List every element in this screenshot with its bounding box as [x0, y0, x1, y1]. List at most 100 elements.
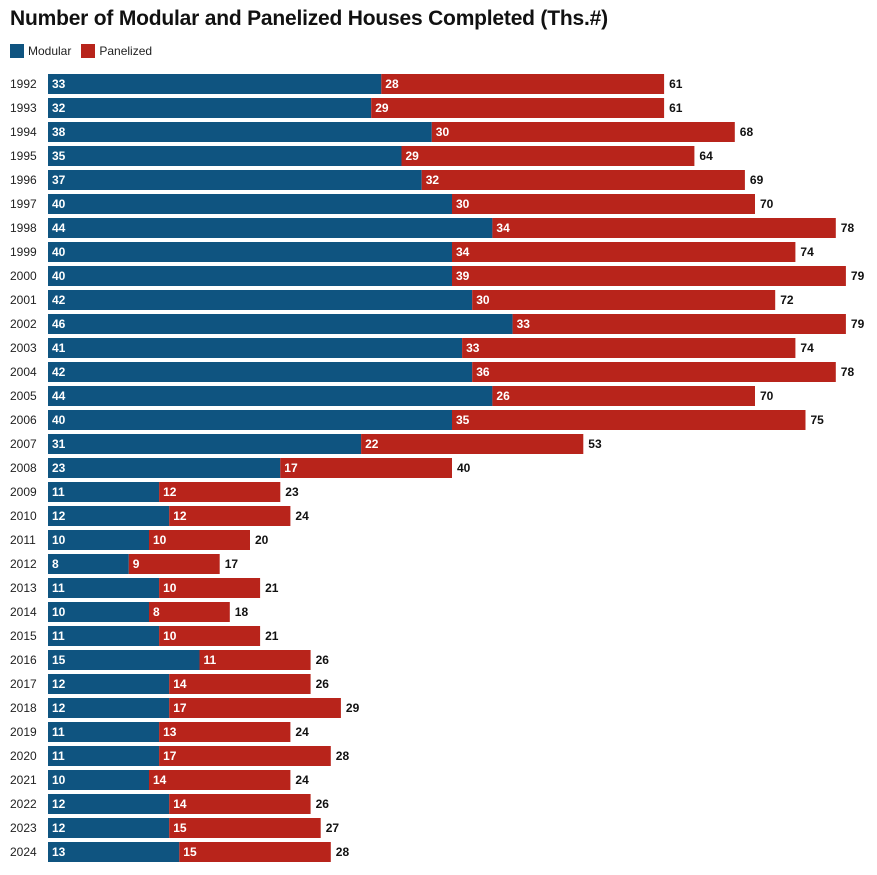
- data-label-modular: 15: [52, 653, 66, 667]
- data-label-modular: 12: [52, 701, 66, 715]
- bar-panelized: [169, 818, 321, 838]
- data-label-modular: 46: [52, 317, 66, 331]
- bar-panelized: [381, 74, 665, 94]
- data-label-total: 74: [800, 245, 814, 259]
- data-label-panelized: 34: [456, 245, 470, 259]
- data-label-panelized: 11: [204, 653, 217, 667]
- bar-modular: [48, 722, 160, 742]
- bar-modular: [48, 818, 170, 838]
- bar-modular: [48, 386, 493, 406]
- data-label-panelized: 8: [153, 605, 160, 619]
- bar-panelized: [421, 170, 745, 190]
- data-label-panelized: 17: [173, 701, 187, 715]
- bar-panelized: [159, 626, 261, 646]
- data-label-modular: 12: [52, 509, 66, 523]
- year-label: 2016: [10, 653, 37, 667]
- legend-swatch-modular: [10, 44, 24, 58]
- year-label: 2000: [10, 269, 37, 283]
- year-label: 2013: [10, 581, 37, 595]
- bar-modular: [48, 698, 170, 718]
- bar-panelized: [149, 770, 291, 790]
- data-label-panelized: 29: [375, 101, 389, 115]
- data-label-panelized: 10: [163, 629, 177, 643]
- legend-item-modular[interactable]: Modular: [10, 44, 71, 58]
- bar-modular: [48, 434, 362, 454]
- data-label-total: 78: [841, 365, 855, 379]
- bar-modular: [48, 650, 200, 670]
- legend: Modular Panelized: [10, 44, 162, 58]
- data-label-total: 17: [225, 557, 239, 571]
- data-label-panelized: 22: [365, 437, 379, 451]
- bar-panelized: [492, 218, 836, 238]
- bar-panelized: [492, 386, 755, 406]
- data-label-total: 79: [851, 269, 865, 283]
- year-label: 1999: [10, 245, 37, 259]
- bar-modular: [48, 194, 452, 214]
- year-label: 2012: [10, 557, 37, 571]
- data-label-panelized: 14: [173, 797, 187, 811]
- data-label-panelized: 30: [436, 125, 450, 139]
- data-label-panelized: 28: [385, 77, 399, 91]
- data-label-panelized: 17: [284, 461, 298, 475]
- year-label: 1992: [10, 77, 37, 91]
- data-label-panelized: 32: [426, 173, 440, 187]
- data-label-modular: 11: [52, 725, 65, 739]
- data-label-total: 79: [851, 317, 865, 331]
- data-label-panelized: 17: [163, 749, 177, 763]
- bar-panelized: [149, 602, 230, 622]
- data-label-total: 29: [346, 701, 360, 715]
- bar-panelized: [452, 410, 806, 430]
- bar-modular: [48, 458, 281, 478]
- data-label-modular: 31: [52, 437, 66, 451]
- data-label-modular: 11: [52, 629, 65, 643]
- bar-modular: [48, 122, 432, 142]
- bar-modular: [48, 314, 513, 334]
- data-label-modular: 12: [52, 677, 66, 691]
- data-label-total: 28: [336, 749, 350, 763]
- bar-modular: [48, 842, 180, 862]
- bar-modular: [48, 602, 149, 622]
- data-label-panelized: 13: [163, 725, 177, 739]
- data-label-total: 26: [316, 677, 330, 691]
- data-label-total: 64: [699, 149, 713, 163]
- data-label-total: 70: [760, 197, 774, 211]
- bar-panelized: [149, 530, 250, 550]
- bar-panelized: [159, 578, 261, 598]
- data-label-total: 20: [255, 533, 269, 547]
- year-label: 1993: [10, 101, 37, 115]
- bar-modular: [48, 626, 160, 646]
- data-label-total: 53: [588, 437, 602, 451]
- data-label-modular: 44: [52, 221, 66, 235]
- data-label-total: 24: [295, 725, 309, 739]
- data-label-total: 21: [265, 581, 279, 595]
- data-label-panelized: 30: [476, 293, 490, 307]
- data-label-modular: 12: [52, 821, 66, 835]
- data-label-modular: 40: [52, 245, 66, 259]
- year-label: 2023: [10, 821, 37, 835]
- data-label-modular: 33: [52, 77, 66, 91]
- legend-item-panelized[interactable]: Panelized: [81, 44, 152, 58]
- bar-panelized: [159, 722, 291, 742]
- data-label-panelized: 10: [163, 581, 177, 595]
- year-label: 2010: [10, 509, 37, 523]
- data-label-total: 70: [760, 389, 774, 403]
- data-label-modular: 10: [52, 605, 66, 619]
- data-label-panelized: 12: [163, 485, 177, 499]
- bar-panelized: [452, 194, 755, 214]
- data-label-panelized: 33: [466, 341, 480, 355]
- data-label-total: 74: [800, 341, 814, 355]
- bar-panelized: [159, 482, 281, 502]
- bar-modular: [48, 746, 160, 766]
- bar-panelized: [401, 146, 695, 166]
- bar-modular: [48, 554, 129, 574]
- data-label-panelized: 15: [173, 821, 187, 835]
- data-label-total: 26: [316, 653, 330, 667]
- data-label-modular: 11: [52, 749, 65, 763]
- data-label-total: 75: [811, 413, 825, 427]
- bar-modular: [48, 170, 422, 190]
- year-label: 2020: [10, 749, 37, 763]
- data-label-modular: 42: [52, 293, 66, 307]
- bar-modular: [48, 482, 160, 502]
- data-label-total: 61: [669, 101, 683, 115]
